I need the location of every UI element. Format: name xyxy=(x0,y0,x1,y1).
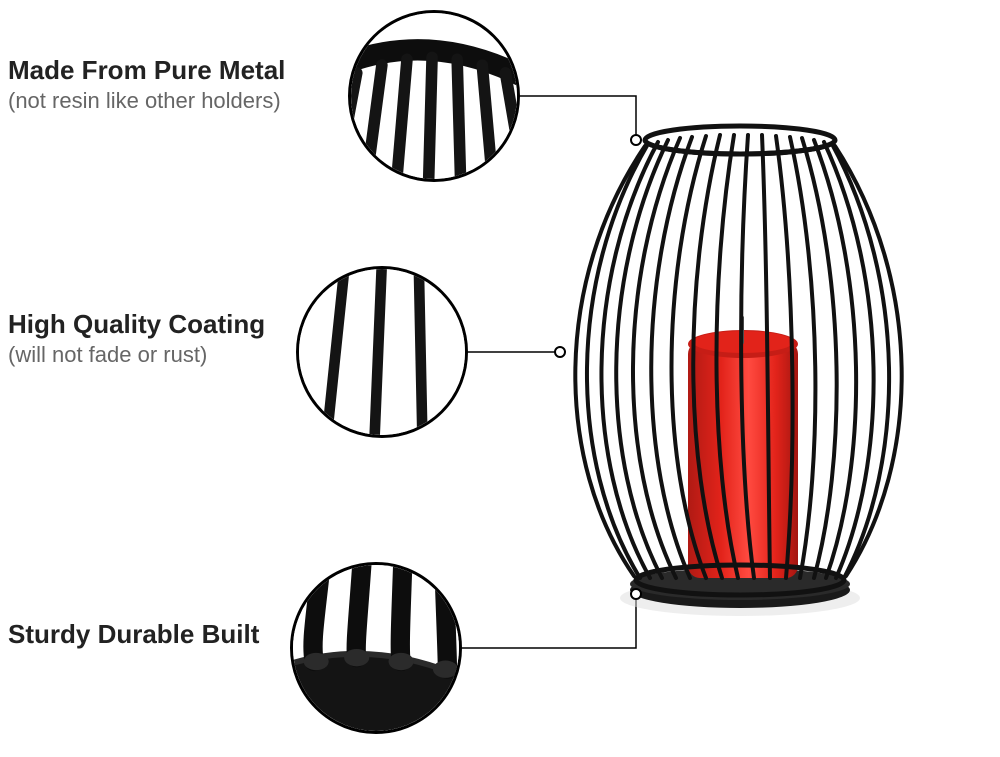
anchor-dot-middle xyxy=(554,346,566,358)
callout-metal-title: Made From Pure Metal xyxy=(8,54,285,87)
callout-metal-subtitle: (not resin like other holders) xyxy=(8,87,285,116)
detail-circle-rim xyxy=(348,10,520,182)
product-candle-holder xyxy=(530,110,950,620)
callout-coating-subtitle: (will not fade or rust) xyxy=(8,341,265,370)
anchor-dot-bottom xyxy=(630,588,642,600)
callout-coating-title: High Quality Coating xyxy=(8,308,265,341)
detail-circle-base xyxy=(290,562,462,734)
callout-sturdy-title: Sturdy Durable Built xyxy=(8,618,259,651)
callout-coating: High Quality Coating (will not fade or r… xyxy=(8,308,265,369)
callout-sturdy: Sturdy Durable Built xyxy=(8,618,259,651)
detail-circle-wires xyxy=(296,266,468,438)
anchor-dot-top xyxy=(630,134,642,146)
callout-metal: Made From Pure Metal (not resin like oth… xyxy=(8,54,285,115)
